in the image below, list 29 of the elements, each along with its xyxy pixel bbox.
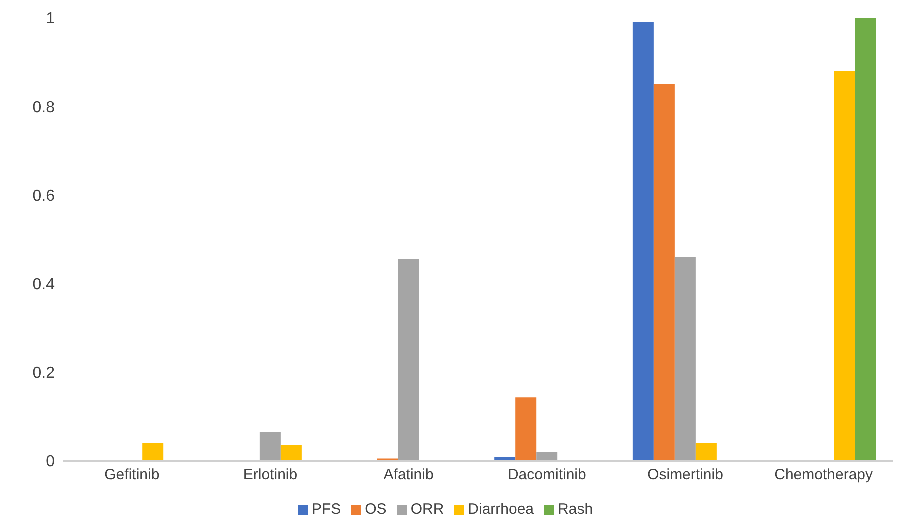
bar <box>516 398 537 461</box>
bar <box>280 445 302 461</box>
bar <box>260 432 281 461</box>
legend-label: OS <box>365 501 387 518</box>
bar <box>632 22 654 461</box>
bar <box>834 71 856 461</box>
legend-label: Diarrhoea <box>468 501 534 518</box>
bar <box>674 257 696 461</box>
bar <box>855 18 876 461</box>
x-tick-label: Osimertinib <box>648 466 724 484</box>
legend-label: PFS <box>312 501 342 518</box>
x-tick-label: Erlotinib <box>243 466 298 484</box>
y-tick-label: 0.2 <box>32 365 56 382</box>
bar <box>536 452 558 461</box>
bar <box>654 84 675 461</box>
legend-label: Rash <box>558 501 594 518</box>
y-tick-label: 0.8 <box>32 99 56 116</box>
legend-label: ORR <box>410 501 444 518</box>
y-tick-label: 0.6 <box>32 188 56 205</box>
bar <box>696 443 717 461</box>
y-tick-label: 1 <box>46 10 56 28</box>
y-tick-label: 0.4 <box>32 276 56 294</box>
x-tick-label: Gefitinib <box>104 466 160 484</box>
x-tick-label: Chemotherapy <box>774 466 874 484</box>
bar <box>398 259 420 461</box>
x-tick-label: Dacomitinib <box>508 466 586 484</box>
y-tick-label: 0 <box>46 454 56 471</box>
bar <box>142 443 164 461</box>
x-tick-label: Afatinib <box>384 466 434 484</box>
